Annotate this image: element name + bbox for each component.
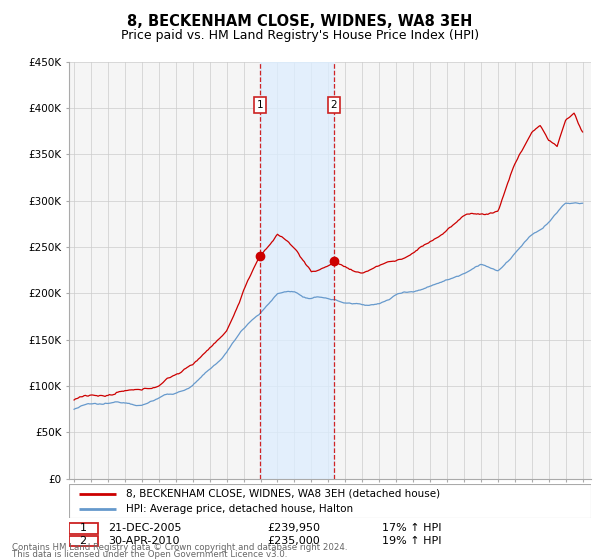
Text: 2: 2: [80, 536, 86, 546]
Text: 2: 2: [331, 100, 337, 110]
Text: HPI: Average price, detached house, Halton: HPI: Average price, detached house, Halt…: [127, 503, 353, 514]
Text: 1: 1: [257, 100, 263, 110]
Text: Price paid vs. HM Land Registry's House Price Index (HPI): Price paid vs. HM Land Registry's House …: [121, 29, 479, 42]
FancyBboxPatch shape: [69, 484, 591, 518]
Text: 30-APR-2010: 30-APR-2010: [108, 536, 179, 546]
Bar: [260, 62, 334, 479]
Text: 21-DEC-2005: 21-DEC-2005: [108, 523, 182, 533]
Text: 8, BECKENHAM CLOSE, WIDNES, WA8 3EH: 8, BECKENHAM CLOSE, WIDNES, WA8 3EH: [127, 14, 473, 29]
Text: 8, BECKENHAM CLOSE, WIDNES, WA8 3EH (detached house): 8, BECKENHAM CLOSE, WIDNES, WA8 3EH (det…: [127, 489, 440, 499]
Text: 17% ↑ HPI: 17% ↑ HPI: [382, 523, 442, 533]
FancyBboxPatch shape: [69, 535, 98, 547]
Text: Contains HM Land Registry data © Crown copyright and database right 2024.: Contains HM Land Registry data © Crown c…: [12, 543, 347, 552]
Text: £239,950: £239,950: [268, 523, 320, 533]
FancyBboxPatch shape: [69, 522, 98, 534]
Text: 19% ↑ HPI: 19% ↑ HPI: [382, 536, 442, 546]
Text: £235,000: £235,000: [268, 536, 320, 546]
Text: 1: 1: [80, 523, 86, 533]
Text: This data is licensed under the Open Government Licence v3.0.: This data is licensed under the Open Gov…: [12, 550, 287, 559]
